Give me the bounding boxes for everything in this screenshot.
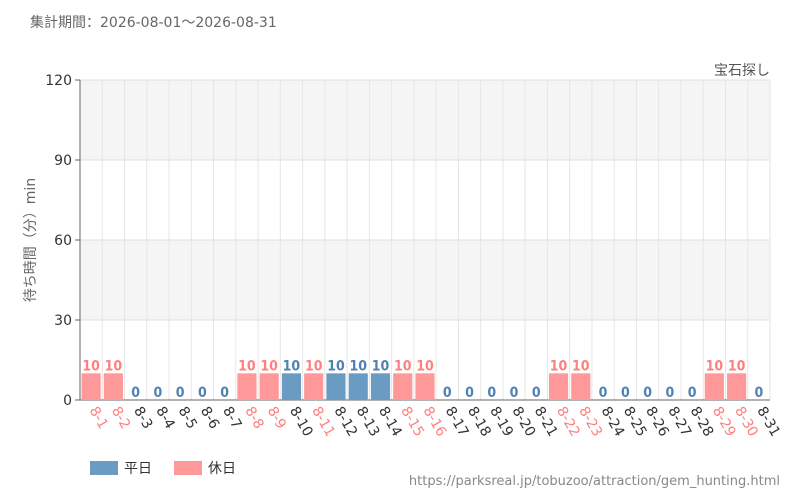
legend-label-weekday: 平日 <box>124 461 152 477</box>
legend-label-holiday: 休日 <box>208 461 236 477</box>
bar-value-label: 10 <box>105 358 123 374</box>
bar <box>548 373 569 400</box>
bar-value-label: 10 <box>550 358 568 374</box>
bar-value-label: 0 <box>510 385 519 401</box>
legend-item-holiday[interactable]: 休日 <box>174 458 236 478</box>
bar-value-label: 0 <box>443 385 452 401</box>
bar <box>704 373 724 400</box>
bar-value-label: 0 <box>599 385 608 401</box>
collection-period: 集計期間：2026-08-01～2026-08-31 <box>30 15 277 31</box>
x-tick-label: 8-2 <box>108 404 133 432</box>
plot-band <box>80 80 770 160</box>
y-tick-label: 90 <box>54 153 72 169</box>
bar-value-label: 10 <box>82 358 100 374</box>
bar-value-label: 10 <box>238 358 256 374</box>
bar <box>259 373 279 400</box>
bar-value-label: 0 <box>154 385 163 401</box>
bar <box>370 373 391 400</box>
bar-value-label: 0 <box>131 385 140 401</box>
source-url: https://parksreal.jp/tobuzoo/attraction/… <box>408 474 780 489</box>
bar-value-label: 10 <box>706 358 724 374</box>
bar-value-label: 0 <box>754 385 763 401</box>
y-tick-label: 60 <box>54 233 72 249</box>
bar <box>281 373 302 400</box>
bar-value-label: 10 <box>572 358 590 374</box>
bar-value-label: 10 <box>349 358 367 374</box>
bar <box>415 373 435 400</box>
bar <box>81 373 101 400</box>
plot-band <box>80 240 770 320</box>
bar-value-label: 10 <box>260 358 278 374</box>
bar <box>103 373 123 400</box>
x-tick-label: 8-8 <box>241 404 266 432</box>
bar-value-label: 0 <box>621 385 630 401</box>
legend-swatch-weekday <box>90 461 118 475</box>
bar-value-label: 10 <box>416 358 434 374</box>
y-tick-label: 0 <box>63 393 72 409</box>
legend-item-weekday[interactable]: 平日 <box>90 458 152 478</box>
bar-value-label: 10 <box>283 358 301 374</box>
x-tick-label: 8-4 <box>152 404 177 432</box>
bar <box>326 373 346 400</box>
bar-value-label: 10 <box>394 358 412 374</box>
bar <box>571 373 591 400</box>
bar-value-label: 10 <box>305 358 323 374</box>
bar-value-label: 0 <box>643 385 652 401</box>
x-tick-label: 8-6 <box>197 404 222 432</box>
bar <box>348 373 368 400</box>
x-tick-label: 8-31 <box>753 404 783 440</box>
x-tick-label: 8-3 <box>130 404 155 432</box>
bar <box>237 373 257 400</box>
bar-value-label: 0 <box>665 385 674 401</box>
legend: 平日 休日 <box>90 458 236 478</box>
x-tick-label: 8-1 <box>86 404 111 432</box>
bar-value-label: 10 <box>327 358 345 374</box>
bar-value-label: 0 <box>688 385 697 401</box>
chart-title: 宝石探し <box>714 63 770 79</box>
y-tick-label: 30 <box>54 313 72 329</box>
bar-value-label: 0 <box>532 385 541 401</box>
bar-value-label: 0 <box>487 385 496 401</box>
y-tick-label: 120 <box>45 73 72 89</box>
bar-value-label: 0 <box>198 385 207 401</box>
x-tick-label: 8-9 <box>264 404 289 432</box>
legend-swatch-holiday <box>174 461 202 475</box>
bar-value-label: 0 <box>220 385 229 401</box>
bar-value-label: 10 <box>372 358 390 374</box>
x-tick-label: 8-7 <box>219 404 244 432</box>
bar-value-label: 0 <box>176 385 185 401</box>
bar <box>393 373 413 400</box>
plot-band <box>80 160 770 240</box>
bar-value-label: 10 <box>728 358 746 374</box>
bar-value-label: 0 <box>465 385 474 401</box>
x-tick-label: 8-5 <box>175 404 200 432</box>
bar <box>304 373 324 400</box>
bar <box>727 373 747 400</box>
